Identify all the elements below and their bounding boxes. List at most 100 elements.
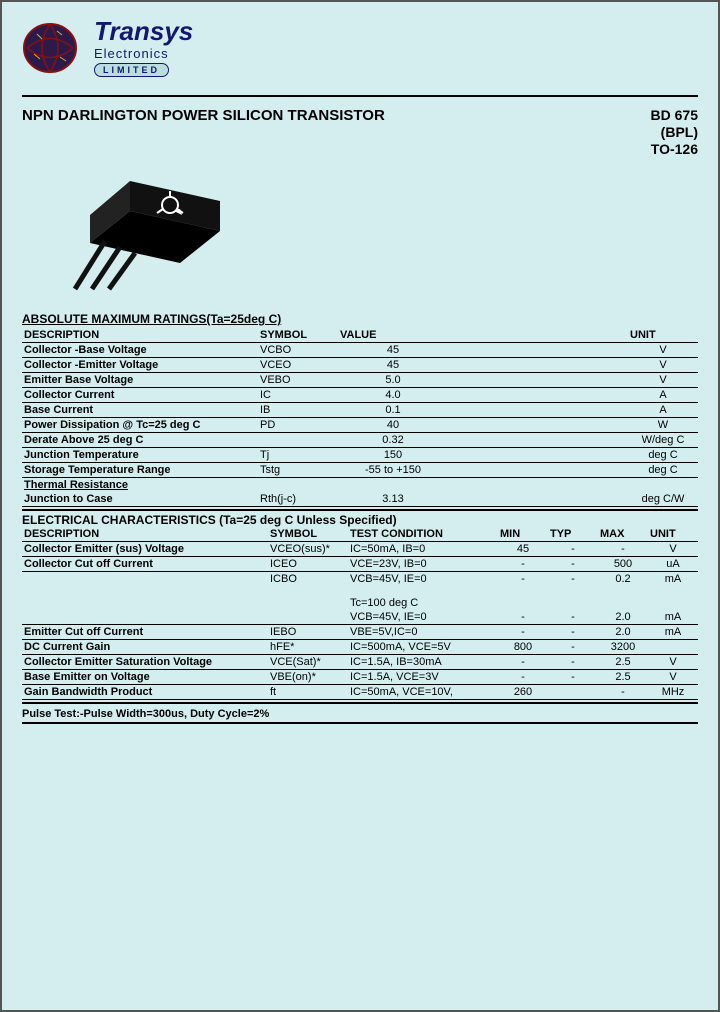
ec-tc: IC=1.5A, IB=30mA: [348, 655, 498, 670]
ec-desc: Base Emitter on Voltage: [24, 671, 150, 683]
part-package: TO-126: [651, 141, 698, 158]
ec-unit: mA: [648, 625, 698, 640]
abs-val: -55 to +150: [338, 463, 448, 478]
ec-tc: VBE=5V,IC=0: [348, 625, 498, 640]
abs-unit: deg C: [628, 463, 698, 478]
abs-sym: IB: [258, 403, 338, 418]
title-row: NPN DARLINGTON POWER SILICON TRANSISTOR …: [22, 107, 698, 157]
page-title: NPN DARLINGTON POWER SILICON TRANSISTOR: [22, 107, 385, 124]
ec-max: 3200: [598, 640, 648, 655]
ec-tc: IC=1.5A, VCE=3V: [348, 670, 498, 685]
ec-tc: IC=50mA, VCE=10V,: [348, 685, 498, 700]
thermal-unit: deg C/W: [628, 492, 698, 507]
ec-th-max: MAX: [598, 527, 648, 542]
ec-max: -: [598, 685, 648, 700]
abs-th-sym: SYMBOL: [258, 328, 338, 343]
ec-min: -: [498, 610, 548, 625]
ec-th-sym: SYMBOL: [268, 527, 348, 542]
ec-max: 2.5: [598, 655, 648, 670]
ec-row: Tc=100 deg C: [22, 596, 698, 610]
ec-unit: V: [648, 655, 698, 670]
abs-desc: Base Current: [24, 404, 93, 416]
ec-typ: -: [548, 670, 598, 685]
ec-row: Gain Bandwidth ProductftIC=50mA, VCE=10V…: [22, 685, 698, 700]
abs-sym: VEBO: [258, 373, 338, 388]
abs-row: Collector -Emitter VoltageVCEO45V: [22, 358, 698, 373]
abs-sym: Tstg: [258, 463, 338, 478]
company-name: Transys: [94, 18, 193, 44]
ec-unit: [648, 640, 698, 655]
abs-sym: VCEO: [258, 358, 338, 373]
ec-spacer: [22, 586, 698, 596]
ec-min: 800: [498, 640, 548, 655]
pulse-test-note: Pulse Test:-Pulse Width=300us, Duty Cycl…: [22, 706, 698, 724]
abs-val: 150: [338, 448, 448, 463]
abs-header-row: DESCRIPTION SYMBOL VALUE UNIT: [22, 328, 698, 343]
ec-desc: Collector Emitter (sus) Voltage: [24, 543, 184, 555]
abs-ratings-table: DESCRIPTION SYMBOL VALUE UNIT Collector …: [22, 328, 698, 507]
globe-icon: [22, 19, 84, 77]
abs-sym: IC: [258, 388, 338, 403]
ec-min: -: [498, 557, 548, 572]
abs-desc: Collector -Emitter Voltage: [24, 359, 158, 371]
ec-desc: DC Current Gain: [24, 641, 110, 653]
ec-unit: mA: [648, 610, 698, 625]
abs-unit: deg C: [628, 448, 698, 463]
ec-typ: -: [548, 572, 598, 587]
ec-row: DC Current GainhFE*IC=500mA, VCE=5V800-3…: [22, 640, 698, 655]
abs-th-val: VALUE: [338, 328, 448, 343]
limited-badge: LIMITED: [94, 63, 169, 77]
ec-unit: mA: [648, 572, 698, 587]
abs-row: Power Dissipation @ Tc=25 deg CPD40W: [22, 418, 698, 433]
ec-sym: IEBO: [268, 625, 348, 640]
abs-unit: V: [628, 358, 698, 373]
abs-row: Collector CurrentIC4.0A: [22, 388, 698, 403]
abs-sym: Tj: [258, 448, 338, 463]
ec-th-tc: TEST CONDITION: [348, 527, 498, 542]
ec-unit: V: [648, 542, 698, 557]
abs-sym: VCBO: [258, 343, 338, 358]
abs-val: 40: [338, 418, 448, 433]
ec-row: Collector Emitter Saturation VoltageVCE(…: [22, 655, 698, 670]
ec-tc: Tc=100 deg C: [348, 596, 498, 610]
abs-sym: PD: [258, 418, 338, 433]
section-rule-2: [22, 702, 698, 704]
thermal-row: Junction to Case Rth(j-c) 3.13 deg C/W: [22, 492, 698, 507]
abs-val: 5.0: [338, 373, 448, 388]
ec-max: 2.0: [598, 625, 648, 640]
ec-typ: -: [548, 655, 598, 670]
abs-desc: Storage Temperature Range: [24, 464, 171, 476]
ec-min: -: [498, 625, 548, 640]
company-logo-block: Transys Electronics LIMITED: [22, 18, 698, 77]
logo-text: Transys Electronics LIMITED: [94, 18, 193, 77]
part-bpl: (BPL): [651, 124, 698, 141]
ec-unit: uA: [648, 557, 698, 572]
part-number-box: BD 675 (BPL) TO-126: [651, 107, 698, 157]
abs-desc: Collector -Base Voltage: [24, 344, 147, 356]
ec-th-unit: UNIT: [648, 527, 698, 542]
ec-desc: Emitter Cut off Current: [24, 626, 143, 638]
ec-row: Collector Emitter (sus) VoltageVCEO(sus)…: [22, 542, 698, 557]
abs-unit: W/deg C: [628, 433, 698, 448]
abs-row: Junction Temperature Tj150 deg C: [22, 448, 698, 463]
ec-sym: hFE*: [268, 640, 348, 655]
ec-row: VCB=45V, IE=0--2.0mA: [22, 610, 698, 625]
ec-sym: ICEO: [268, 557, 348, 572]
thermal-val: 3.13: [338, 492, 448, 507]
ec-row: Collector Cut off CurrentICEOVCE=23V, IB…: [22, 557, 698, 572]
abs-desc: Junction Temperature: [24, 449, 139, 461]
ec-sym: [268, 610, 348, 625]
ec-max: 2.5: [598, 670, 648, 685]
abs-unit: V: [628, 373, 698, 388]
ec-th-typ: TYP: [548, 527, 598, 542]
ec-tc: IC=500mA, VCE=5V: [348, 640, 498, 655]
ec-unit: MHz: [648, 685, 698, 700]
abs-val: 4.0: [338, 388, 448, 403]
ec-tc: VCB=45V, IE=0: [348, 610, 498, 625]
ec-sym: ft: [268, 685, 348, 700]
abs-section-title: ABSOLUTE MAXIMUM RATINGS(Ta=25deg C): [22, 312, 698, 326]
part-number: BD 675: [651, 107, 698, 124]
abs-val: 0.32: [338, 433, 448, 448]
abs-desc: Derate Above 25 deg C: [24, 434, 143, 446]
abs-desc: Emitter Base Voltage: [24, 374, 133, 386]
